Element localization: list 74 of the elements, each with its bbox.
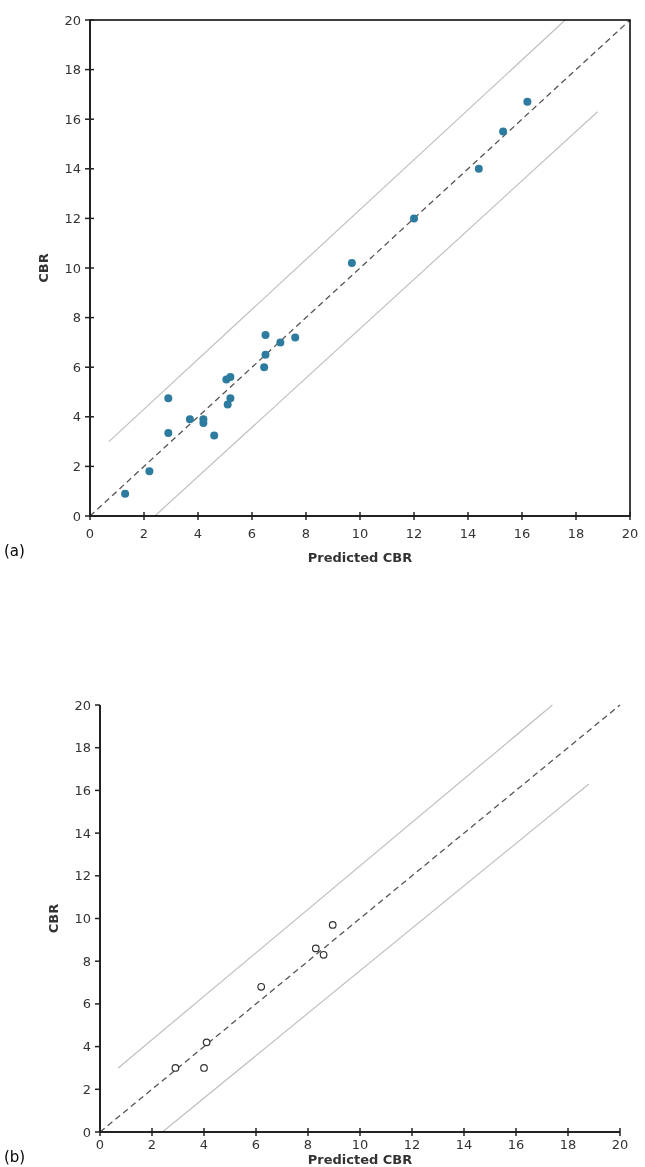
point bbox=[226, 394, 235, 403]
point bbox=[523, 97, 532, 106]
y-axis-title: CBR bbox=[36, 253, 51, 283]
point bbox=[260, 363, 269, 372]
y-tick-label: 6 bbox=[82, 996, 91, 1012]
point bbox=[202, 1038, 211, 1047]
point bbox=[164, 428, 173, 437]
point bbox=[347, 259, 356, 268]
y-axis-title: CBR bbox=[46, 903, 61, 934]
point bbox=[185, 415, 194, 424]
x-tick-label: 14 bbox=[459, 526, 477, 541]
point bbox=[226, 373, 235, 382]
point bbox=[261, 330, 270, 339]
point bbox=[410, 214, 418, 223]
x-tick-label: 20 bbox=[611, 1137, 629, 1152]
y-tick-label: 16 bbox=[64, 111, 81, 127]
y-tick-label: 12 bbox=[74, 868, 91, 884]
y-tick-label: 18 bbox=[74, 740, 91, 756]
x-tick-label: 20 bbox=[621, 526, 639, 541]
y-tick-label: 14 bbox=[64, 161, 81, 177]
y-tick-label: 2 bbox=[72, 458, 81, 474]
x-tick-label: 4 bbox=[193, 526, 203, 541]
point bbox=[257, 982, 266, 991]
y-tick-label: 2 bbox=[82, 1081, 91, 1097]
x-tick-label: 10 bbox=[351, 1137, 369, 1152]
x-tick-label: 18 bbox=[559, 1137, 577, 1152]
x-tick-label: 6 bbox=[251, 1137, 261, 1152]
y-tick-label: 16 bbox=[74, 782, 91, 798]
x-tick-label: 2 bbox=[139, 526, 149, 541]
point bbox=[328, 921, 337, 929]
point bbox=[200, 1064, 208, 1072]
point bbox=[210, 431, 219, 440]
x-tick-label: 16 bbox=[507, 1137, 525, 1152]
y-tick-label: 8 bbox=[82, 953, 91, 969]
x-tick-label: 8 bbox=[303, 1137, 313, 1152]
x-tick-label: 10 bbox=[351, 526, 369, 541]
x-tick-label: 14 bbox=[455, 1137, 473, 1152]
text: (b) bbox=[4, 1148, 26, 1166]
y-tick-label: 6 bbox=[72, 359, 81, 375]
x-tick-label: 0 bbox=[95, 1137, 105, 1152]
point bbox=[311, 944, 320, 953]
x-tick-label: 16 bbox=[513, 526, 531, 541]
y-tick-label: 20 bbox=[64, 12, 81, 28]
x-tick-label: 4 bbox=[199, 1137, 209, 1152]
y-tick-label: 12 bbox=[64, 210, 81, 226]
point bbox=[474, 164, 483, 173]
y-tick-label: 10 bbox=[64, 260, 81, 276]
x-axis-title: Predicted CBR bbox=[307, 550, 413, 565]
point bbox=[499, 127, 508, 136]
point bbox=[261, 350, 270, 359]
x-tick-label: 12 bbox=[403, 1137, 421, 1152]
point bbox=[171, 1064, 180, 1072]
y-tick-label: 14 bbox=[74, 825, 91, 841]
x-tick-label: 2 bbox=[147, 1137, 157, 1152]
point bbox=[145, 467, 154, 476]
y-tick-label: 0 bbox=[72, 508, 81, 524]
y-tick-label: 10 bbox=[74, 911, 91, 926]
point bbox=[121, 489, 130, 498]
y-tick-label: 20 bbox=[74, 697, 91, 713]
y-tick-label: 4 bbox=[72, 409, 81, 425]
x-tick-label: 18 bbox=[567, 526, 585, 541]
x-tick-label: 8 bbox=[301, 526, 311, 541]
point bbox=[291, 333, 300, 342]
y-tick-label: 4 bbox=[82, 1039, 91, 1055]
point bbox=[319, 950, 328, 959]
x-tick-label: 12 bbox=[405, 526, 423, 541]
x-tick-label: 6 bbox=[247, 526, 257, 541]
point bbox=[164, 394, 173, 403]
y-tick-label: 18 bbox=[64, 62, 81, 78]
y-tick-label: 8 bbox=[72, 310, 81, 326]
point bbox=[276, 338, 285, 347]
text: (a) bbox=[4, 542, 25, 560]
x-axis-title: Predicted CBR bbox=[307, 1152, 413, 1167]
y-tick-label: 0 bbox=[82, 1124, 91, 1140]
